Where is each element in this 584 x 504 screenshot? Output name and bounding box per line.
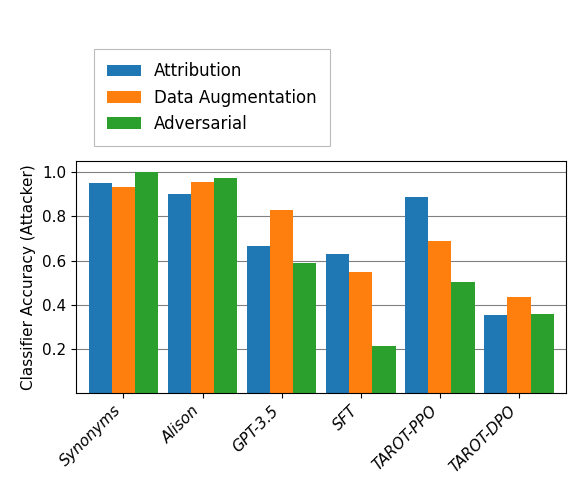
Bar (270, 210, 293, 393)
Legend: Attribution, Data Augmentation, Adversarial: Attribution, Data Augmentation, Adversar… (94, 49, 330, 146)
Bar (373, 346, 395, 393)
Bar (214, 178, 237, 393)
Bar (405, 197, 428, 393)
Bar (112, 186, 135, 393)
Bar (451, 282, 475, 393)
Bar (531, 313, 554, 393)
Bar (191, 182, 214, 393)
Bar (168, 195, 191, 393)
Y-axis label: Classifier Accuracy (Attacker): Classifier Accuracy (Attacker) (22, 164, 36, 390)
Bar (428, 241, 451, 393)
Bar (507, 297, 531, 393)
Bar (293, 263, 317, 393)
Bar (135, 172, 158, 393)
Bar (484, 314, 507, 393)
Bar (349, 272, 373, 393)
Bar (247, 246, 270, 393)
Bar (326, 254, 349, 393)
Bar (89, 183, 112, 393)
